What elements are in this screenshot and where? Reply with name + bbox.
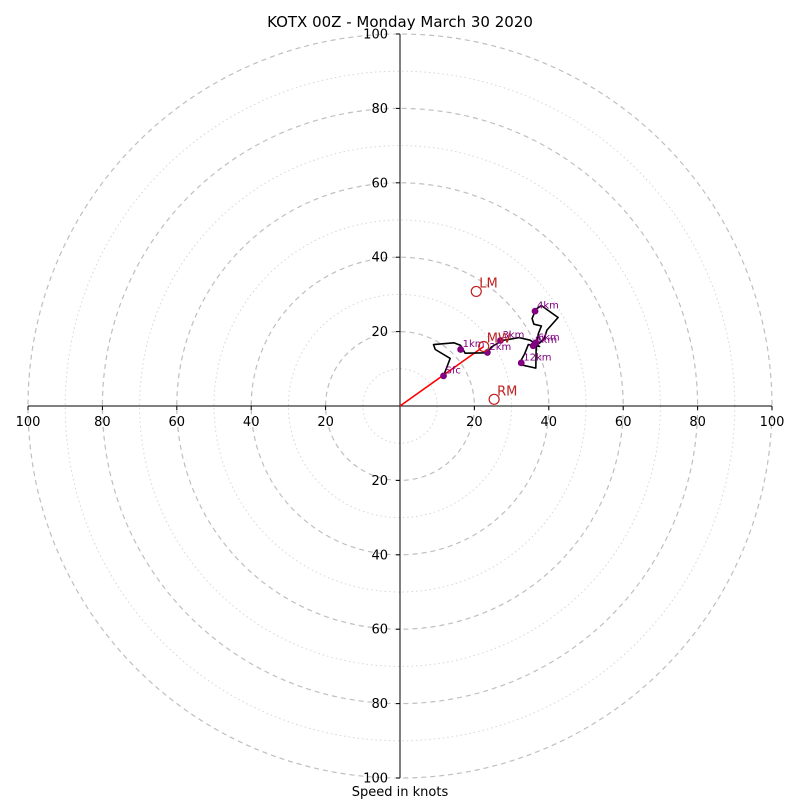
storm-motion-label-RM: RM [497,384,517,399]
height-point-3km [497,337,504,344]
y-tick-label: 60 [371,176,388,191]
height-point-Sfc [440,372,447,380]
height-label-3km: 3km [502,330,524,341]
height-point-4km [531,307,539,315]
x-tick-label: 100 [760,415,785,430]
y-tick-label: 20 [371,474,388,489]
x-tick-label: 20 [466,415,483,430]
y-tick-label: 80 [371,697,388,712]
height-label-9km: 9km [535,335,557,346]
y-tick-label: 60 [371,623,388,638]
tick-labels: 100 80 60 40 20 20 40 60 80 100 100 80 60 40 20 20 40 60 8… [16,28,785,787]
x-tick-label: 100 [16,415,41,430]
storm-motion-label-LM: LM [479,276,497,291]
x-tick-label: 40 [243,415,260,430]
storm-motion-MW [478,340,490,353]
y-tick-label: 40 [371,548,388,563]
x-tick-label: 60 [169,415,186,430]
x-tick-label: 80 [689,415,706,430]
y-tick-label: 100 [363,28,388,43]
height-label-1km: 1km [463,339,485,350]
height-label-2km: 2km [489,342,511,353]
x-tick-label: 80 [94,415,111,430]
height-label-12km: 12km [523,352,551,363]
y-tick-label: 100 [363,772,388,787]
x-tick-label: 20 [317,415,334,430]
height-label-4km: 4km [537,301,559,312]
height-point-9km [529,342,537,350]
storm-motion-RM [488,393,500,405]
x-tick-label: 60 [615,415,632,430]
hodograph-trace [432,304,559,377]
storm-motion-label-MW: MW [487,331,511,346]
y-tick-label: 20 [371,325,388,340]
x-axis-label: Speed in knots [352,785,449,800]
chart-title: KOTX 00Z - Monday March 30 2020 [267,13,533,31]
height-label-6km: 6km [538,332,560,343]
y-tick-label: 80 [371,102,388,117]
storm-motion-LM [470,285,482,298]
height-label-Sfc: Sfc [446,365,461,376]
height-point-1km [457,346,465,353]
x-tick-label: 40 [541,415,558,430]
height-point-12km [517,359,525,367]
y-tick-label: 40 [371,251,388,266]
